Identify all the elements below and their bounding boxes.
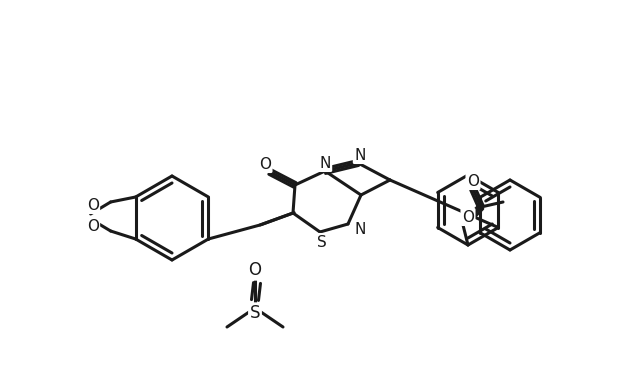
- Text: O: O: [467, 173, 479, 189]
- Text: O: O: [86, 197, 99, 213]
- Text: O: O: [462, 210, 474, 224]
- Text: N: N: [355, 148, 365, 162]
- Text: N: N: [319, 155, 331, 170]
- Text: S: S: [250, 304, 260, 322]
- Text: O: O: [259, 156, 271, 172]
- Text: N: N: [355, 221, 365, 237]
- Text: S: S: [317, 235, 327, 249]
- Text: O: O: [86, 218, 99, 234]
- Text: O: O: [248, 261, 262, 279]
